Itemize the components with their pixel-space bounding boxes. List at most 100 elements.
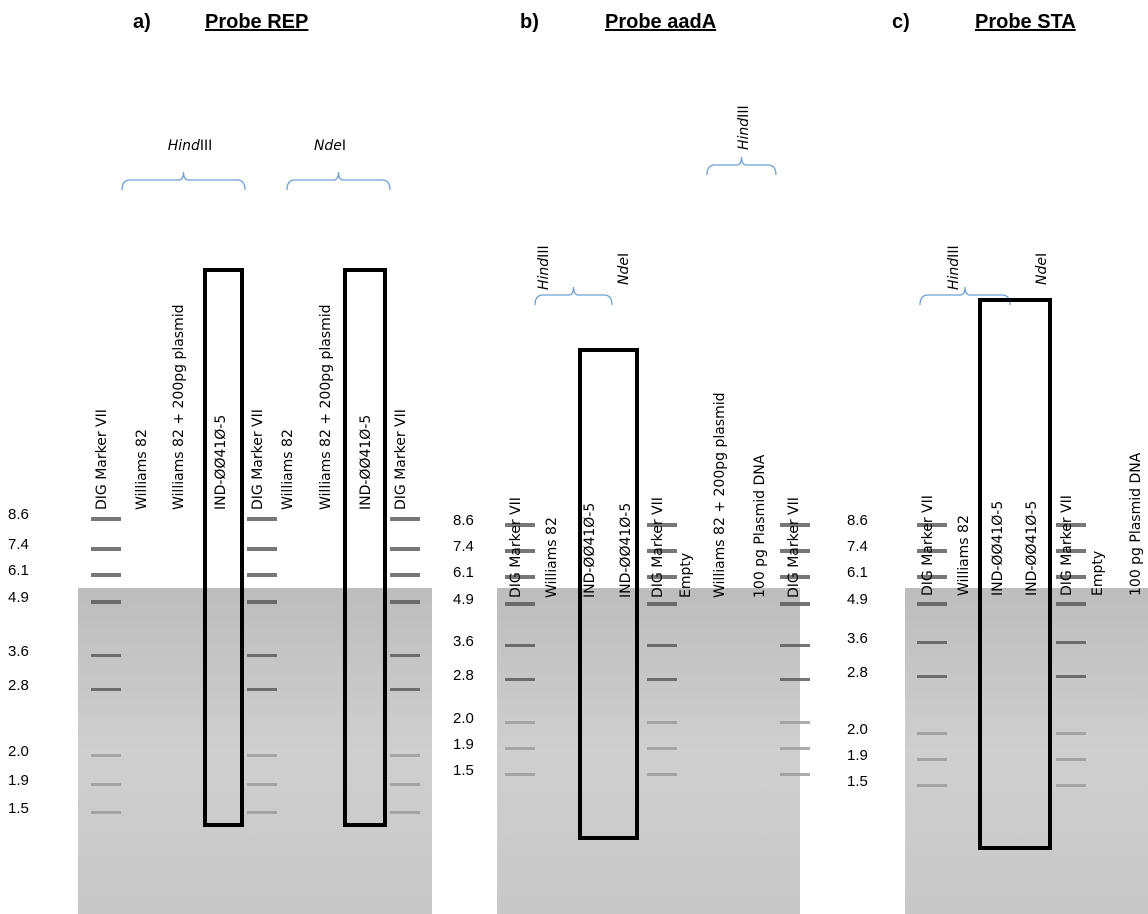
gel-band: [1056, 784, 1086, 787]
gel-band: [917, 784, 947, 787]
enzyme-label: NdeI: [314, 138, 346, 154]
gel-band: [390, 517, 420, 521]
gel-band: [91, 754, 121, 757]
size-label: 4.9: [453, 591, 474, 608]
gel-image: [905, 588, 1148, 914]
lane-label: IND-ØØ41Ø-5: [618, 503, 634, 598]
gel-band: [647, 678, 677, 681]
size-label: 3.6: [453, 633, 474, 650]
size-label: 2.8: [847, 664, 868, 681]
gel-band: [247, 600, 277, 604]
size-label: 6.1: [847, 564, 868, 581]
enzyme-name-rest: I: [616, 253, 632, 257]
enzyme-label: HindIII: [946, 245, 962, 290]
gel-band: [91, 573, 121, 577]
size-label: 7.4: [847, 538, 868, 555]
lane-label: 100 pg Plasmid DNA: [1128, 452, 1144, 596]
gel-band: [917, 602, 947, 606]
enzyme-bracket: [707, 157, 776, 175]
gel-band: [91, 811, 121, 814]
enzyme-name-italic: Hind: [946, 258, 962, 290]
gel-band: [917, 675, 947, 678]
gel-band: [247, 517, 277, 521]
panel-letter: a): [133, 11, 151, 33]
gel-band: [505, 721, 535, 724]
enzyme-name-rest: I: [342, 138, 346, 154]
gel-band: [1056, 732, 1086, 735]
gel-band: [505, 644, 535, 647]
gel-band: [390, 654, 420, 657]
size-label: 6.1: [453, 564, 474, 581]
size-label: 7.4: [8, 536, 29, 553]
enzyme-bracket: [920, 287, 1010, 305]
lane-label: Williams 82: [280, 429, 296, 510]
lane-label: IND-ØØ41Ø-5: [1024, 501, 1040, 596]
gel-band: [91, 600, 121, 604]
gel-band: [1056, 758, 1086, 761]
size-label: 3.6: [847, 630, 868, 647]
lane-label: Williams 82: [544, 517, 560, 598]
size-label: 8.6: [847, 512, 868, 529]
gel-band: [247, 573, 277, 577]
size-label: 1.5: [453, 762, 474, 779]
panel: c) Probe STA DIG Marker VII Williams 82 IND-…: [847, 11, 1148, 914]
gel-band: [917, 732, 947, 735]
size-label: 1.9: [453, 736, 474, 753]
gel-image: [497, 588, 800, 914]
enzyme-name-italic: Nde: [1034, 257, 1050, 285]
lane-label: DIG Marker VII: [786, 497, 802, 598]
gel-band: [505, 773, 535, 776]
enzyme-bracket: [287, 172, 390, 190]
gel-band: [505, 678, 535, 681]
lane-label: IND-ØØ41Ø-5: [582, 503, 598, 598]
gel-band: [390, 688, 420, 691]
size-label: 2.0: [453, 710, 474, 727]
lane-label: DIG Marker VII: [920, 495, 936, 596]
size-label: 2.8: [8, 677, 29, 694]
panel-title: Probe STA: [975, 11, 1076, 33]
lane-label: DIG Marker VII: [250, 409, 266, 510]
lane-label: 100 pg Plasmid DNA: [752, 454, 768, 598]
gel-band: [1056, 602, 1086, 606]
gel-band: [1056, 675, 1086, 678]
panel-letter: c): [892, 11, 910, 33]
panel-letter: b): [520, 11, 539, 33]
gel-band: [647, 602, 677, 606]
lane-label: DIG Marker VII: [650, 497, 666, 598]
lane-label: Williams 82 + 200pg plasmid: [318, 304, 334, 510]
enzyme-label: NdeI: [616, 253, 632, 285]
size-label: 2.0: [8, 743, 29, 760]
gel-band: [91, 654, 121, 657]
gel-band: [647, 747, 677, 750]
lane-label: IND-ØØ41Ø-5: [990, 501, 1006, 596]
lane-label: IND-ØØ41Ø-5: [358, 415, 374, 510]
enzyme-name-italic: Nde: [314, 138, 342, 154]
enzyme-name-rest: III: [946, 245, 962, 257]
figure: a) Probe REP DIG Marker VII Williams 82 Will…: [0, 0, 1148, 914]
gel-band: [247, 754, 277, 757]
size-label: 2.8: [453, 667, 474, 684]
enzyme-label: HindIII: [736, 105, 752, 150]
gel-band: [91, 517, 121, 521]
lane-label: Empty: [678, 553, 694, 598]
gel-band: [390, 754, 420, 757]
lane-label: Williams 82: [956, 515, 972, 596]
gel-band: [780, 747, 810, 750]
lane-label: Williams 82 + 200pg plasmid: [712, 392, 728, 598]
gel-band: [780, 773, 810, 776]
enzyme-bracket: [122, 172, 245, 190]
lane-label: Williams 82 + 200pg plasmid: [171, 304, 187, 510]
size-label: 6.1: [8, 562, 29, 579]
gel-band: [247, 811, 277, 814]
gel-band: [390, 783, 420, 786]
gel-band: [780, 602, 810, 606]
gel-band: [917, 758, 947, 761]
lane-label: Williams 82: [134, 429, 150, 510]
panel-title: Probe REP: [205, 11, 308, 33]
gel-band: [247, 547, 277, 551]
gel-band: [647, 644, 677, 647]
enzyme-label: HindIII: [536, 245, 552, 290]
gel-band: [647, 721, 677, 724]
size-label: 1.5: [847, 773, 868, 790]
enzyme-name-rest: III: [200, 138, 212, 154]
